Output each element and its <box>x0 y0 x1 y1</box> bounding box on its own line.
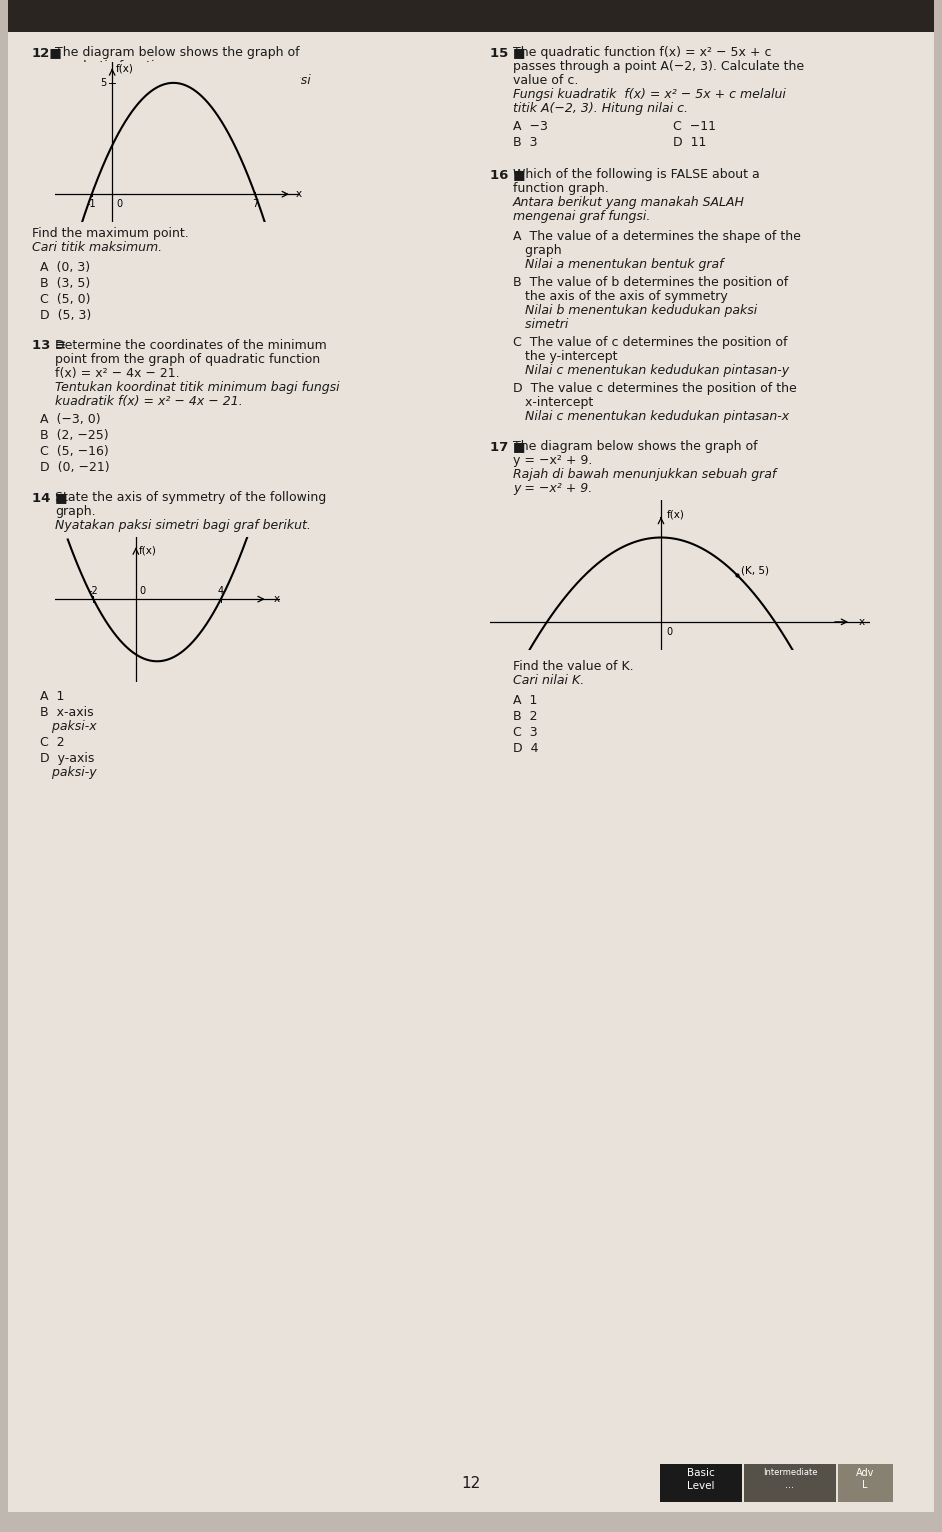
Text: Rajah di bawah menunjukkan sebuah graf: Rajah di bawah menunjukkan sebuah graf <box>513 467 776 481</box>
Text: 12■: 12■ <box>32 46 63 60</box>
Text: D  4: D 4 <box>513 741 539 755</box>
Text: Find the value of K.: Find the value of K. <box>513 660 634 673</box>
Text: kuadratik f(x) = x² − 4x − 21.: kuadratik f(x) = x² − 4x − 21. <box>55 395 243 408</box>
Text: Adv: Adv <box>856 1468 874 1478</box>
Text: Cari nilai K.: Cari nilai K. <box>513 674 584 686</box>
Text: The diagram below shows the graph of: The diagram below shows the graph of <box>55 46 300 60</box>
Text: B  2: B 2 <box>513 709 538 723</box>
Text: 14 ■: 14 ■ <box>32 490 68 504</box>
Text: quadratic function.: quadratic function. <box>55 60 174 74</box>
Text: (K, 5): (K, 5) <box>740 565 769 574</box>
Text: D  The value c determines the position of the: D The value c determines the position of… <box>513 381 797 395</box>
Text: 0: 0 <box>116 199 122 208</box>
Text: y = −x² + 9.: y = −x² + 9. <box>513 453 593 467</box>
Text: y = −x² + 9.: y = −x² + 9. <box>513 483 593 495</box>
Bar <box>8 0 934 32</box>
Text: Level: Level <box>688 1481 715 1491</box>
Text: The diagram below shows the graph of: The diagram below shows the graph of <box>513 440 757 453</box>
Text: D  (0, −21): D (0, −21) <box>40 461 109 473</box>
Text: the y-intercept: the y-intercept <box>513 349 618 363</box>
Text: the axis of the axis of symmetry: the axis of the axis of symmetry <box>513 290 728 303</box>
Text: L: L <box>862 1480 868 1491</box>
Text: function graph.: function graph. <box>513 182 609 195</box>
Text: Intermediate: Intermediate <box>763 1468 818 1477</box>
Text: f(x): f(x) <box>667 509 685 519</box>
Text: Rajah di bawah menunjukkan graf fungsi: Rajah di bawah menunjukkan graf fungsi <box>55 74 311 87</box>
Text: C  The value of c determines the position of: C The value of c determines the position… <box>513 336 788 349</box>
Text: Nilai b menentukan kedudukan paksi: Nilai b menentukan kedudukan paksi <box>513 303 757 317</box>
Text: graph: graph <box>513 244 561 257</box>
Text: B  3: B 3 <box>513 136 538 149</box>
Text: mengenai graf fungsi.: mengenai graf fungsi. <box>513 210 650 224</box>
Text: 16 ■: 16 ■ <box>490 169 526 181</box>
Text: x: x <box>296 188 302 199</box>
Text: value of c.: value of c. <box>513 74 578 87</box>
Text: 15 ■: 15 ■ <box>490 46 526 60</box>
Text: f(x) = x² − 4x − 21.: f(x) = x² − 4x − 21. <box>55 368 180 380</box>
Text: A  1: A 1 <box>513 694 537 706</box>
Text: x: x <box>274 594 280 604</box>
Text: Which of the following is FALSE about a: Which of the following is FALSE about a <box>513 169 760 181</box>
Text: Antara berikut yang manakah SALAH: Antara berikut yang manakah SALAH <box>513 196 745 208</box>
Text: 7: 7 <box>252 199 258 208</box>
Text: paksi-x: paksi-x <box>40 720 97 732</box>
Text: D  (5, 3): D (5, 3) <box>40 309 91 322</box>
Bar <box>838 1465 893 1501</box>
Text: B  x-axis: B x-axis <box>40 706 93 719</box>
Text: point from the graph of quadratic function: point from the graph of quadratic functi… <box>55 352 320 366</box>
Text: The quadratic function f(x) = x² − 5x + c: The quadratic function f(x) = x² − 5x + … <box>513 46 771 60</box>
Bar <box>660 1465 742 1501</box>
Text: Fungsi kuadratik  f(x) = x² − 5x + c melalui: Fungsi kuadratik f(x) = x² − 5x + c mela… <box>513 87 786 101</box>
Text: 13 ≡: 13 ≡ <box>32 339 66 352</box>
Text: D  11: D 11 <box>673 136 706 149</box>
Text: -2: -2 <box>89 585 98 596</box>
Text: x-intercept: x-intercept <box>513 395 593 409</box>
Text: State the axis of symmetry of the following: State the axis of symmetry of the follow… <box>55 490 326 504</box>
Text: A  (−3, 0): A (−3, 0) <box>40 414 101 426</box>
Text: Nilai c menentukan kedudukan pintasan-x: Nilai c menentukan kedudukan pintasan-x <box>513 411 789 423</box>
Text: A  1: A 1 <box>40 689 64 703</box>
Text: C  −11: C −11 <box>673 119 716 133</box>
Text: Basic: Basic <box>687 1468 715 1478</box>
Text: A  −3: A −3 <box>513 119 548 133</box>
Text: -1: -1 <box>87 199 97 208</box>
Text: f(x): f(x) <box>116 63 134 74</box>
Text: D  y-axis: D y-axis <box>40 752 94 764</box>
Text: A  The value of a determines the shape of the: A The value of a determines the shape of… <box>513 230 801 244</box>
Text: 4: 4 <box>218 585 224 596</box>
Text: Find the maximum point.: Find the maximum point. <box>32 227 188 241</box>
Bar <box>744 1465 836 1501</box>
Text: Nyatakan paksi simetri bagi graf berikut.: Nyatakan paksi simetri bagi graf berikut… <box>55 519 311 532</box>
Text: titik A(−2, 3). Hitung nilai c.: titik A(−2, 3). Hitung nilai c. <box>513 103 688 115</box>
Text: paksi-y: paksi-y <box>40 766 97 778</box>
Text: 12: 12 <box>462 1477 480 1492</box>
Text: simetri: simetri <box>513 319 568 331</box>
Text: Cari titik maksimum.: Cari titik maksimum. <box>32 241 162 254</box>
Text: f(x): f(x) <box>139 545 157 555</box>
Text: Tentukan koordinat titik minimum bagi fungsi: Tentukan koordinat titik minimum bagi fu… <box>55 381 340 394</box>
Text: Determine the coordinates of the minimum: Determine the coordinates of the minimum <box>55 339 327 352</box>
Text: C  2: C 2 <box>40 735 65 749</box>
Text: x: x <box>858 617 865 627</box>
Text: A  (0, 3): A (0, 3) <box>40 260 90 274</box>
Text: graph.: graph. <box>55 506 96 518</box>
Text: 17 ■: 17 ■ <box>490 440 526 453</box>
Text: B  The value of b determines the position of: B The value of b determines the position… <box>513 276 788 290</box>
Text: 0: 0 <box>667 627 673 637</box>
Text: C  (5, 0): C (5, 0) <box>40 293 90 306</box>
Text: Nilai c menentukan kedudukan pintasan-y: Nilai c menentukan kedudukan pintasan-y <box>513 365 789 377</box>
Text: B  (3, 5): B (3, 5) <box>40 277 90 290</box>
Text: B  (2, −25): B (2, −25) <box>40 429 108 443</box>
Text: C  3: C 3 <box>513 726 538 738</box>
Text: 0: 0 <box>139 585 145 596</box>
Text: C  (5, −16): C (5, −16) <box>40 444 108 458</box>
Text: ...: ... <box>786 1480 794 1491</box>
Text: passes through a point A(−2, 3). Calculate the: passes through a point A(−2, 3). Calcula… <box>513 60 804 74</box>
Text: 5: 5 <box>100 78 106 87</box>
Text: kuadratik.: kuadratik. <box>55 87 118 101</box>
Text: Nilai a menentukan bentuk graf: Nilai a menentukan bentuk graf <box>513 257 723 271</box>
